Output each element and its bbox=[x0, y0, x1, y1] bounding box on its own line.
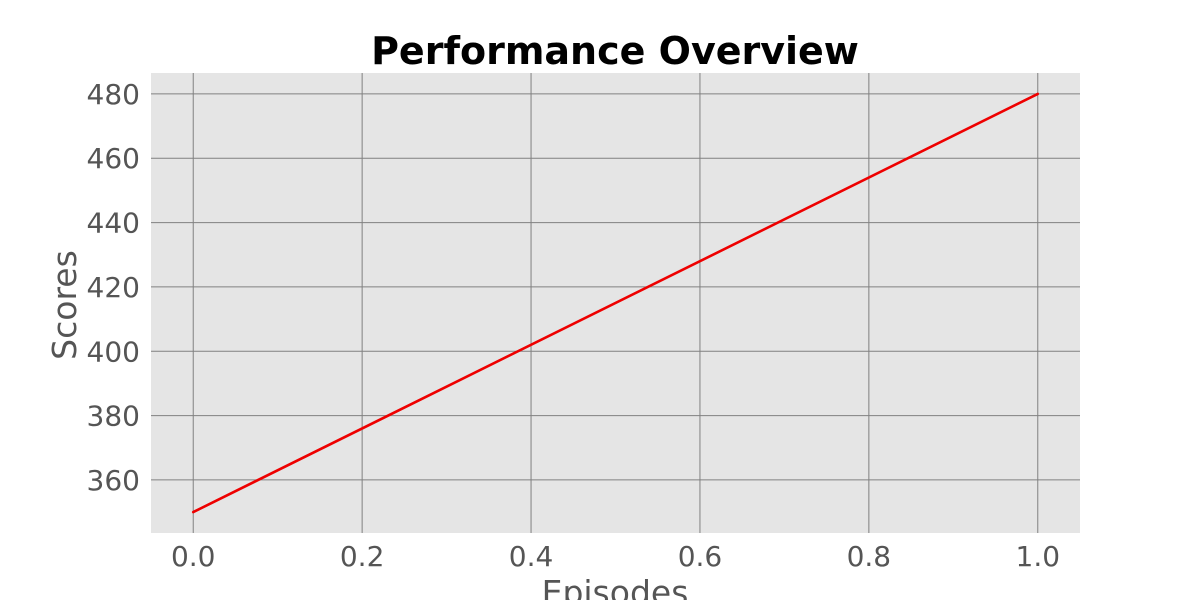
x-tick-label: 0.4 bbox=[509, 540, 554, 573]
chart-title: Performance Overview bbox=[371, 29, 859, 73]
x-tick-label: 0.6 bbox=[678, 540, 723, 573]
y-axis-label: Scores bbox=[45, 250, 84, 360]
x-tick-labels: 0.0 0.2 0.4 0.6 0.8 1.0 bbox=[171, 540, 1060, 573]
x-tick-label: 0.2 bbox=[340, 540, 385, 573]
y-tick-label: 400 bbox=[87, 335, 140, 368]
y-tick-label: 440 bbox=[87, 207, 140, 240]
series-line bbox=[191, 92, 1040, 514]
y-tick-label: 420 bbox=[87, 271, 140, 304]
y-tick-label: 480 bbox=[87, 78, 140, 111]
x-tick-label: 0.8 bbox=[847, 540, 892, 573]
x-axis-label: Episodes bbox=[542, 573, 689, 600]
y-tick-label: 380 bbox=[87, 400, 140, 433]
y-tick-labels: 360 380 400 420 440 460 480 bbox=[87, 78, 140, 497]
y-tick-label: 460 bbox=[87, 142, 140, 175]
x-tick-label: 1.0 bbox=[1016, 540, 1061, 573]
series-layer bbox=[191, 92, 1040, 514]
y-tick-label: 360 bbox=[87, 464, 140, 497]
x-tick-label: 0.0 bbox=[171, 540, 216, 573]
y-gridlines bbox=[151, 93, 1080, 481]
x-gridlines bbox=[192, 73, 1039, 533]
